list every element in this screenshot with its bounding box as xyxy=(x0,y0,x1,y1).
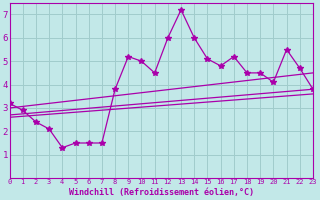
X-axis label: Windchill (Refroidissement éolien,°C): Windchill (Refroidissement éolien,°C) xyxy=(69,188,254,197)
